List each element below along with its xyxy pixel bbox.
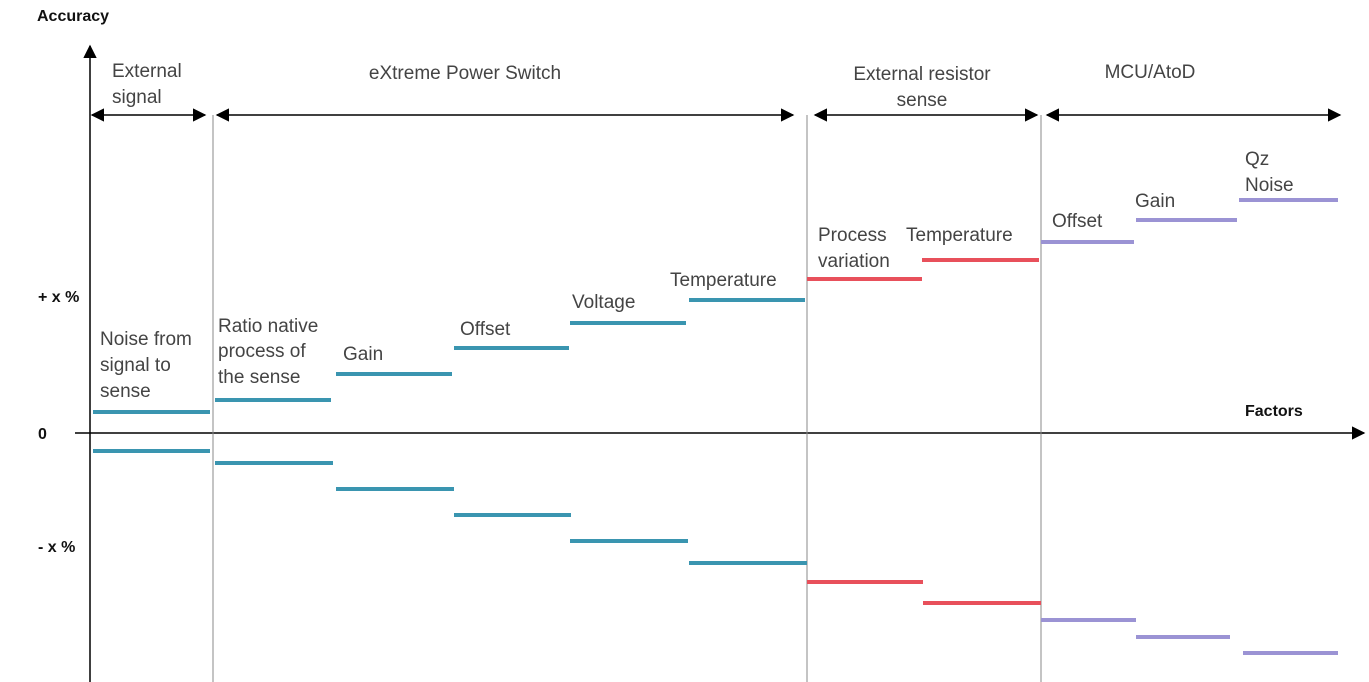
factor-label: Ratio native xyxy=(218,316,318,337)
axes: Accuracy Factors + x % 0 - x % xyxy=(37,8,1366,682)
factor-label: Offset xyxy=(1052,211,1103,232)
factor-label: process of xyxy=(218,341,306,362)
group-label: eXtreme Power Switch xyxy=(369,63,561,84)
group-label: External xyxy=(112,61,182,82)
factor-label: Gain xyxy=(343,344,383,365)
factor-label: Temperature xyxy=(906,225,1013,246)
groups: External signal eXtreme Power Switch Ext… xyxy=(90,61,1342,122)
factors: Noise from signal to sense Ratio native … xyxy=(93,149,1338,655)
zero-label: 0 xyxy=(38,426,47,443)
group-label: External resistor xyxy=(853,64,991,85)
factor-label: variation xyxy=(818,251,890,272)
factor-label: sense xyxy=(100,381,151,402)
factor-label: Offset xyxy=(460,319,511,340)
factor-label: Gain xyxy=(1135,191,1175,212)
minus-label: - x % xyxy=(38,539,75,556)
factor-label: Noise from xyxy=(100,329,192,350)
group-label: sense xyxy=(897,90,948,111)
group-label: MCU/AtoD xyxy=(1105,62,1196,83)
factor-label: Qz xyxy=(1245,149,1269,170)
factor-label: Process xyxy=(818,225,887,246)
plus-label: + x % xyxy=(38,289,79,306)
factor-label: Voltage xyxy=(572,292,635,313)
factor-label: signal to xyxy=(100,355,171,376)
factor-label: the sense xyxy=(218,367,300,388)
factor-label: Temperature xyxy=(670,270,777,291)
x-axis-label: Factors xyxy=(1245,403,1303,420)
y-axis-label: Accuracy xyxy=(37,8,109,25)
group-label: signal xyxy=(112,87,162,108)
factor-label: Noise xyxy=(1245,175,1294,196)
